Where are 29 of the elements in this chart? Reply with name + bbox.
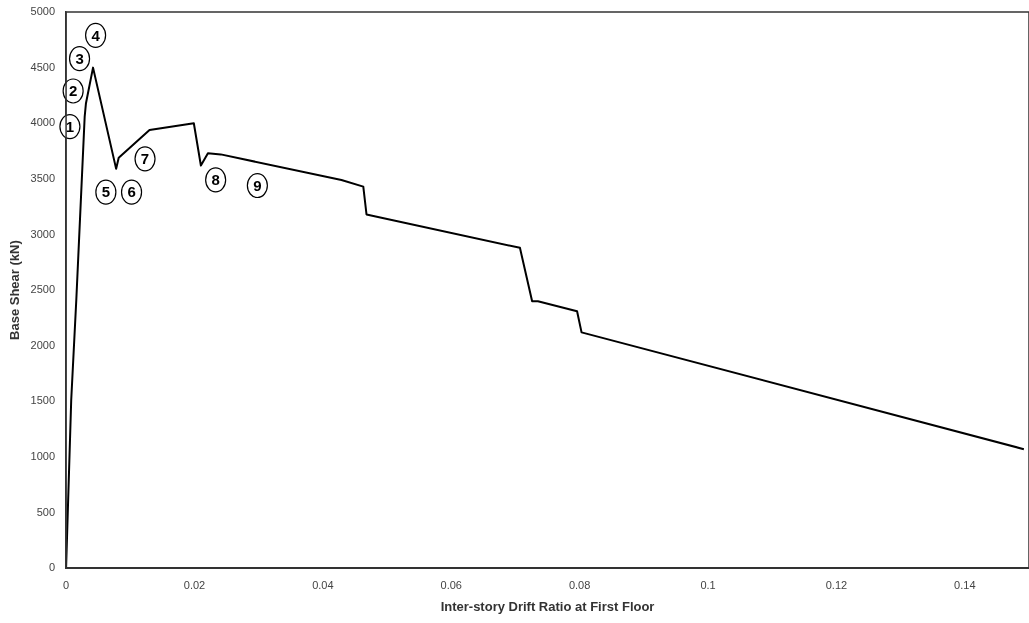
y-tick-label: 2500 — [30, 283, 56, 296]
x-tick-label: 0.12 — [825, 578, 848, 591]
annotation: 2 — [68, 82, 78, 100]
x-tick-label: 0.06 — [440, 578, 462, 591]
annotation: 8 — [211, 171, 220, 189]
y-tick-label: 1000 — [30, 449, 56, 462]
x-axis-title: Inter-story Drift Ratio at First Floor — [440, 598, 655, 614]
y-tick-label: 3500 — [30, 171, 56, 184]
x-tick-label: 0.04 — [312, 578, 334, 591]
annotation: 4 — [91, 26, 101, 44]
x-tick-label: 0.08 — [568, 578, 591, 591]
y-tick-label: 0 — [48, 561, 56, 574]
x-tick-label: 0.14 — [954, 578, 976, 591]
y-tick-label: 500 — [36, 505, 56, 518]
annotation: 9 — [253, 176, 262, 194]
annotation: 5 — [101, 183, 111, 201]
y-tick-label: 3000 — [30, 227, 56, 240]
y-tick-label: 5000 — [30, 5, 56, 18]
x-tick-label: 0.02 — [183, 578, 206, 591]
y-tick-label: 2000 — [30, 338, 56, 351]
y-tick-label: 4500 — [30, 60, 56, 73]
annotation: 6 — [127, 183, 136, 201]
annotation: 7 — [140, 149, 150, 167]
y-axis-title: Base Shear (kN) — [7, 240, 23, 340]
annotation: 3 — [75, 49, 84, 67]
x-tick-label: 0.1 — [700, 578, 716, 591]
y-tick-label: 4000 — [30, 116, 56, 129]
y-tick-label: 1500 — [30, 394, 56, 407]
x-tick-label: 0 — [63, 578, 70, 591]
